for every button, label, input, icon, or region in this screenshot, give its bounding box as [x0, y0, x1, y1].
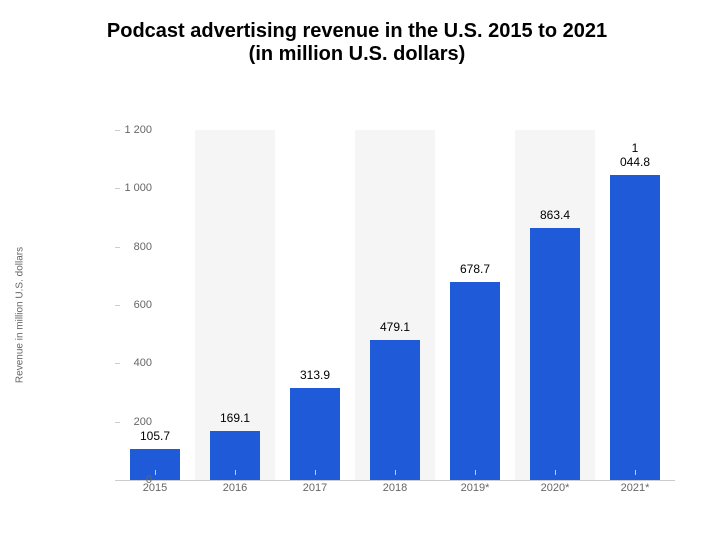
bar-value-label: 313.9 — [300, 368, 330, 382]
ytick-label: 1 200 — [124, 124, 152, 136]
bar-value-label: 479.1 — [380, 320, 410, 334]
xtick-label: 2017 — [303, 482, 327, 494]
ytick-label: 400 — [134, 357, 152, 369]
ytick-mark — [115, 130, 120, 131]
ytick-mark — [115, 480, 120, 481]
xtick-label: 2018 — [383, 482, 407, 494]
bar — [610, 175, 660, 480]
ytick-mark — [115, 188, 120, 189]
ytick-mark — [115, 305, 120, 306]
bar-value-label: 863.4 — [540, 208, 570, 222]
xtick-label: 2021* — [621, 482, 650, 494]
bar — [370, 340, 420, 480]
alt-band — [195, 130, 275, 480]
xtick-mark — [235, 470, 236, 475]
title-line-2: (in million U.S. dollars) — [0, 43, 714, 66]
xtick-mark — [635, 470, 636, 475]
ytick-label: 200 — [134, 416, 152, 428]
bar-value-label: 678.7 — [460, 262, 490, 276]
ytick-label: 1 000 — [124, 182, 152, 194]
xtick-mark — [155, 470, 156, 475]
ytick-mark — [115, 247, 120, 248]
bar — [450, 282, 500, 480]
chart-title: Podcast advertising revenue in the U.S. … — [0, 0, 714, 66]
bar-value-label: 105.7 — [140, 429, 170, 443]
xtick-label: 2020* — [541, 482, 570, 494]
xtick-label: 2016 — [223, 482, 247, 494]
bar — [290, 388, 340, 480]
xtick-mark — [315, 470, 316, 475]
chart-area: Revenue in million U.S. dollars 105.7169… — [75, 120, 680, 510]
xtick-label: 2015 — [143, 482, 167, 494]
bar — [530, 228, 580, 480]
title-line-1: Podcast advertising revenue in the U.S. … — [0, 20, 714, 43]
xtick-label: 2019* — [461, 482, 490, 494]
bar-value-label: 1 044.8 — [615, 141, 655, 169]
plot-region: 105.7 169.1 313.9 479.1 678.7 863.4 1 044.8 — [115, 130, 675, 481]
ytick-mark — [115, 363, 120, 364]
y-axis-label: Revenue in million U.S. dollars — [15, 247, 26, 383]
bar — [130, 449, 180, 480]
xtick-mark — [555, 470, 556, 475]
xtick-mark — [395, 470, 396, 475]
ytick-label: 600 — [134, 299, 152, 311]
ytick-mark — [115, 422, 120, 423]
ytick-label: 800 — [134, 241, 152, 253]
bar-value-label: 169.1 — [220, 411, 250, 425]
xtick-mark — [475, 470, 476, 475]
